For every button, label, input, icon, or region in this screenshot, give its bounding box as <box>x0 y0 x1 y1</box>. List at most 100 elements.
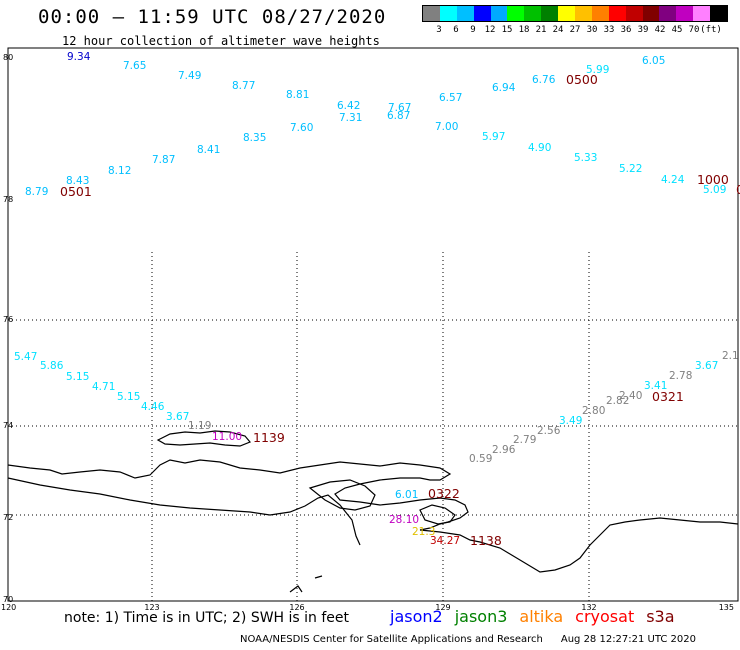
wave-height-value: 11.00 <box>212 431 242 443</box>
coastline <box>7 430 739 593</box>
legend-swatch <box>439 6 457 21</box>
wave-height-value: 7.67 <box>388 102 411 114</box>
wave-height-value: 5.99 <box>586 64 609 76</box>
wave-height-value: 8.41 <box>197 144 220 156</box>
wave-height-value: 2.80 <box>582 405 605 417</box>
wave-height-value: 4.46 <box>141 401 165 413</box>
wave-height-value: 7.87 <box>152 154 175 166</box>
latitude-label: 72 <box>3 513 13 522</box>
legend-swatch <box>490 6 508 21</box>
legend-swatch <box>625 6 643 21</box>
legend-label: 18 <box>518 25 530 35</box>
latitude-label: 70 <box>3 595 13 604</box>
wave-height-value: 7.49 <box>178 70 201 82</box>
graticule <box>8 252 738 601</box>
wave-height-value: 7.65 <box>123 60 146 72</box>
legend-swatch <box>575 6 592 21</box>
wave-height-value: 2.79 <box>513 434 536 446</box>
wave-height-value: 8.81 <box>286 89 309 101</box>
legend-swatch <box>507 6 525 21</box>
satellite-altika: altika <box>519 607 564 626</box>
wave-height-value: 21.3 <box>412 526 435 538</box>
latitude-label: 74 <box>3 421 13 430</box>
wave-height-value: 8.77 <box>232 80 255 92</box>
longitude-label: 120 <box>1 603 16 612</box>
color-legend: 3 6 9 12 15 18 21 24 27 30 33 36 39 42 45 70 (ft) <box>422 5 728 36</box>
legend-swatches <box>422 5 728 22</box>
wave-height-value: 2.82 <box>606 395 629 407</box>
wave-height-value: 7.00 <box>435 121 458 133</box>
legend-label: 6 <box>453 25 459 35</box>
wave-height-value: 9.34 <box>67 51 91 63</box>
legend-label: 9 <box>470 25 476 35</box>
wave-height-value: 6.05 <box>642 55 665 67</box>
time-label-layer: 0501 0500 1000 0 1139 0321 0322 1138 <box>60 72 740 548</box>
legend-swatch <box>676 6 694 21</box>
wave-height-value: 5.15 <box>117 391 140 403</box>
wave-height-value: 4.71 <box>92 381 115 393</box>
legend-label: 70 <box>688 25 700 35</box>
legend-label: 3 <box>436 25 442 35</box>
wave-height-value: 8.35 <box>243 132 266 144</box>
observation-layer: 9.34 7.65 7.49 8.77 8.81 6.427.31 7.676.87 6.57… <box>14 51 739 547</box>
longitude-label: 129 <box>435 603 450 612</box>
wave-height-value: 5.09 <box>703 184 726 196</box>
legend-label: 12 <box>484 25 496 35</box>
longitude-label: 132 <box>581 603 596 612</box>
wave-height-value: 3.67 <box>695 360 718 372</box>
wave-height-value: 2.78 <box>669 370 692 382</box>
wave-height-value: 2.40 <box>619 390 642 402</box>
wave-height-value: 6.01 <box>395 489 418 501</box>
wave-height-value: 4.90 <box>528 142 551 154</box>
credit-line: NOAA/NESDIS Center for Satellite Applica… <box>240 634 696 645</box>
latitude-label: 80 <box>3 53 13 62</box>
wave-height-value: 3.49 <box>559 415 582 427</box>
wave-height-value: 6.42 <box>337 100 360 112</box>
legend-swatch <box>524 6 542 21</box>
pass-time-label: 1000 <box>697 172 729 187</box>
wave-height-value: 4.24 <box>661 174 685 186</box>
footnote: note: 1) Time is in UTC; 2) SWH is in fe… <box>64 610 350 626</box>
legend-label: 45 <box>671 25 683 35</box>
legend-swatch <box>456 6 474 21</box>
legend-label: 15 <box>501 25 513 35</box>
legend-swatch <box>693 6 711 21</box>
pass-time-label: 1139 <box>253 430 285 445</box>
longitude-axis: 120 123 126 129 132 135 <box>1 603 734 612</box>
wave-height-value: 8.12 <box>108 165 131 177</box>
page-title: 00:00 – 11:59 UTC 08/27/2020 <box>38 6 387 28</box>
pass-time-label: 0500 <box>566 72 598 87</box>
wave-height-value: 2.1 <box>722 350 739 362</box>
legend-label: 27 <box>569 25 581 35</box>
map-frame <box>7 47 739 602</box>
latitude-label: 76 <box>3 315 13 324</box>
legend-label: 36 <box>620 25 632 35</box>
wave-height-value: 8.79 <box>25 186 48 198</box>
wave-height-value: 3.41 <box>644 380 667 392</box>
legend-swatch <box>710 6 728 21</box>
wave-height-value: 6.94 <box>492 82 516 94</box>
wave-height-value: 2.56 <box>537 425 561 437</box>
legend-label: (ft) <box>700 25 722 35</box>
pass-time-label: 0 <box>736 182 740 197</box>
wave-height-value: 8.43 <box>66 175 89 187</box>
satellite-key: jason2 jason3 altika cryosat s3a <box>390 607 687 626</box>
legend-label: 39 <box>637 25 649 35</box>
wave-height-value: 3.67 <box>166 411 189 423</box>
wave-height-value: 28.10 <box>389 514 419 526</box>
pass-time-label: 0501 <box>60 184 92 199</box>
satellite-cryosat: cryosat <box>575 607 635 626</box>
wave-height-value: 5.86 <box>40 360 64 372</box>
wave-height-value: 7.31 <box>339 112 362 124</box>
legend-labels: 3 6 9 12 15 18 21 24 27 30 33 36 39 42 45 70 (ft) <box>422 22 728 36</box>
wave-height-value: 5.33 <box>574 152 597 164</box>
wave-height-value: 2.96 <box>492 444 516 456</box>
wave-height-value: 7.60 <box>290 122 313 134</box>
wave-height-value: 6.87 <box>387 110 410 122</box>
wave-height-value: 6.57 <box>439 92 462 104</box>
legend-label: 33 <box>603 25 615 35</box>
generation-timestamp: Aug 28 12:27:21 UTC 2020 <box>560 634 697 645</box>
wave-height-value: 6.76 <box>532 74 556 86</box>
legend-swatch <box>659 6 677 21</box>
